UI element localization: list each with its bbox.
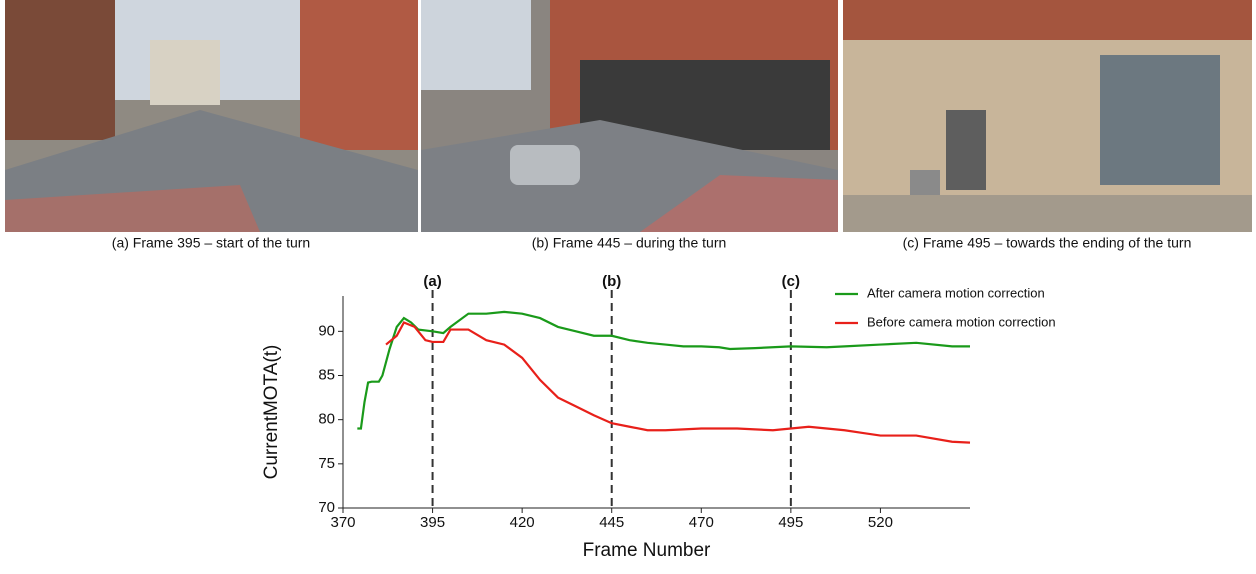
photo-a [5,0,418,232]
y-axis-label: CurrentMOTA(t) [261,345,282,480]
x-tick-label: 370 [330,514,355,531]
x-tick-label: 520 [868,514,893,531]
x-tick-label: 495 [778,514,803,531]
x-tick-label: 445 [599,514,624,531]
y-tick-label: 80 [318,411,335,428]
y-tick-label: 75 [318,455,335,472]
series-line [385,321,971,444]
y-tick-label: 70 [318,499,335,516]
photo-c [843,0,1252,232]
x-tick-label: 395 [420,514,445,531]
marker-label: (b) [602,273,621,290]
x-tick-label: 420 [510,514,535,531]
marker-label: (a) [423,273,441,290]
caption: (b) Frame 445 – during the turn [532,235,727,251]
y-tick-label: 85 [318,366,335,383]
marker-label: (c) [782,273,800,290]
caption: (c) Frame 495 – towards the ending of th… [903,235,1192,251]
caption: (a) Frame 395 – start of the turn [112,235,310,251]
x-axis-label: Frame Number [583,540,711,561]
photo-b [421,0,838,232]
x-tick-label: 470 [689,514,714,531]
legend-label: Before camera motion correction [867,314,1056,329]
legend-label: After camera motion correction [867,285,1045,300]
y-tick-label: 90 [318,322,335,339]
series-line [357,310,970,430]
